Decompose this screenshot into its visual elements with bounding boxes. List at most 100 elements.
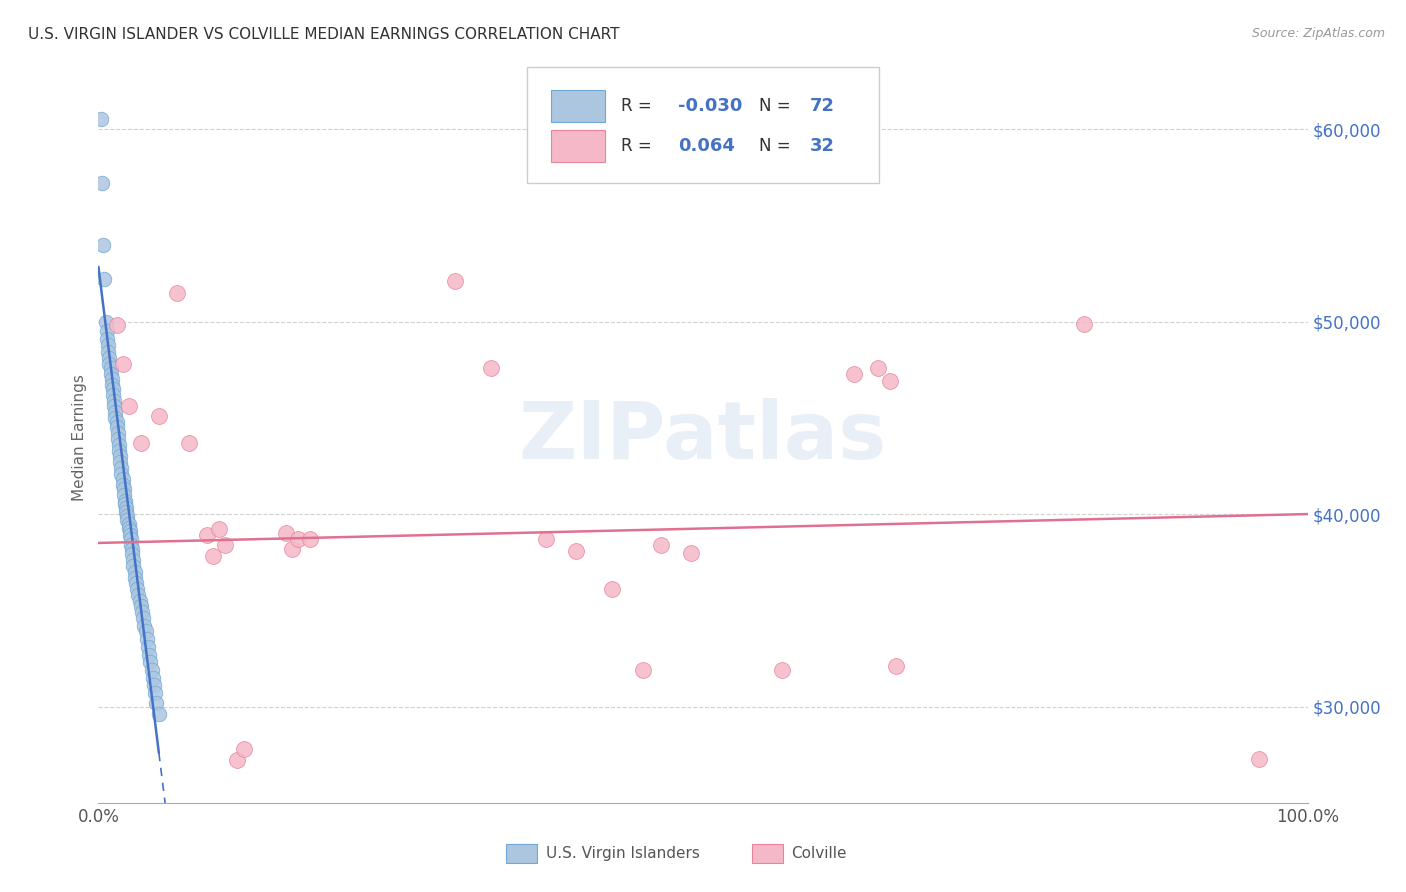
Text: 72: 72 <box>810 97 835 115</box>
Point <box>602 582 624 596</box>
Point <box>100 360 122 375</box>
Point <box>93 272 115 286</box>
Point <box>650 538 672 552</box>
Point <box>208 523 231 537</box>
Point <box>104 405 127 419</box>
Point <box>139 655 162 669</box>
Point <box>114 498 136 512</box>
Text: N =: N = <box>759 137 796 155</box>
Point <box>226 754 249 768</box>
Point <box>770 663 793 677</box>
Point <box>111 357 134 371</box>
Text: Colville: Colville <box>792 847 846 861</box>
Point <box>1249 751 1271 765</box>
Point <box>111 478 134 492</box>
Point <box>91 237 114 252</box>
Point <box>112 488 135 502</box>
Point <box>127 588 149 602</box>
Point <box>127 582 149 596</box>
Text: U.S. VIRGIN ISLANDER VS COLVILLE MEDIAN EARNINGS CORRELATION CHART: U.S. VIRGIN ISLANDER VS COLVILLE MEDIAN … <box>28 27 620 42</box>
Point <box>118 528 141 542</box>
Point <box>214 538 236 552</box>
Point <box>118 399 141 413</box>
Point <box>103 399 125 413</box>
Point <box>124 565 146 579</box>
Point <box>565 543 588 558</box>
Point <box>96 324 118 338</box>
Point <box>148 409 170 423</box>
Point <box>679 545 702 559</box>
Text: N =: N = <box>759 97 796 115</box>
Y-axis label: Median Earnings: Median Earnings <box>72 374 87 500</box>
Point <box>132 611 155 625</box>
Point <box>115 505 138 519</box>
Point <box>534 532 557 546</box>
Point <box>103 393 125 408</box>
Point <box>142 671 165 685</box>
Point <box>112 482 135 496</box>
Text: R =: R = <box>621 137 662 155</box>
Text: 32: 32 <box>810 137 835 155</box>
Point <box>131 605 153 619</box>
Point <box>105 415 128 429</box>
Point <box>118 524 141 539</box>
Point <box>104 410 127 425</box>
Text: R =: R = <box>621 97 658 115</box>
Point <box>122 553 145 567</box>
Point <box>120 532 142 546</box>
Point <box>120 538 142 552</box>
Point <box>444 274 467 288</box>
Point <box>274 526 297 541</box>
Point <box>135 624 157 639</box>
Point <box>117 508 139 523</box>
Point <box>868 360 890 375</box>
Point <box>179 435 201 450</box>
Point <box>145 696 167 710</box>
Point <box>101 388 124 402</box>
Point <box>100 372 122 386</box>
Point <box>105 318 128 333</box>
Point <box>100 378 122 392</box>
Point <box>98 351 121 366</box>
Point <box>202 549 225 564</box>
Point <box>100 367 122 381</box>
Point <box>148 707 170 722</box>
Point <box>481 360 503 375</box>
Point <box>138 648 160 662</box>
Point <box>121 541 143 556</box>
Point <box>108 455 131 469</box>
Text: ZIPatlas: ZIPatlas <box>519 398 887 476</box>
Point <box>97 337 120 351</box>
Text: -0.030: -0.030 <box>678 97 742 115</box>
Point <box>129 435 152 450</box>
Text: 0.064: 0.064 <box>678 137 734 155</box>
Point <box>115 501 138 516</box>
Point <box>108 443 131 458</box>
Point <box>90 112 112 127</box>
Point <box>879 374 901 388</box>
Point <box>631 663 654 677</box>
Point <box>122 559 145 574</box>
Point <box>121 548 143 562</box>
Point <box>96 332 118 346</box>
Point <box>195 528 218 542</box>
Point <box>299 532 322 546</box>
Point <box>105 420 128 434</box>
Point <box>143 678 166 692</box>
Point <box>135 632 157 647</box>
Point <box>91 176 114 190</box>
Point <box>108 450 131 464</box>
Point <box>98 357 121 371</box>
Point <box>129 599 152 614</box>
Point <box>94 315 117 329</box>
Point <box>166 285 188 300</box>
Point <box>107 426 129 441</box>
Text: Source: ZipAtlas.com: Source: ZipAtlas.com <box>1251 27 1385 40</box>
Point <box>1073 317 1095 331</box>
Point <box>111 472 134 486</box>
Point <box>114 493 136 508</box>
Point <box>134 618 156 632</box>
Point <box>101 382 124 396</box>
Point <box>110 467 132 481</box>
Point <box>125 576 148 591</box>
